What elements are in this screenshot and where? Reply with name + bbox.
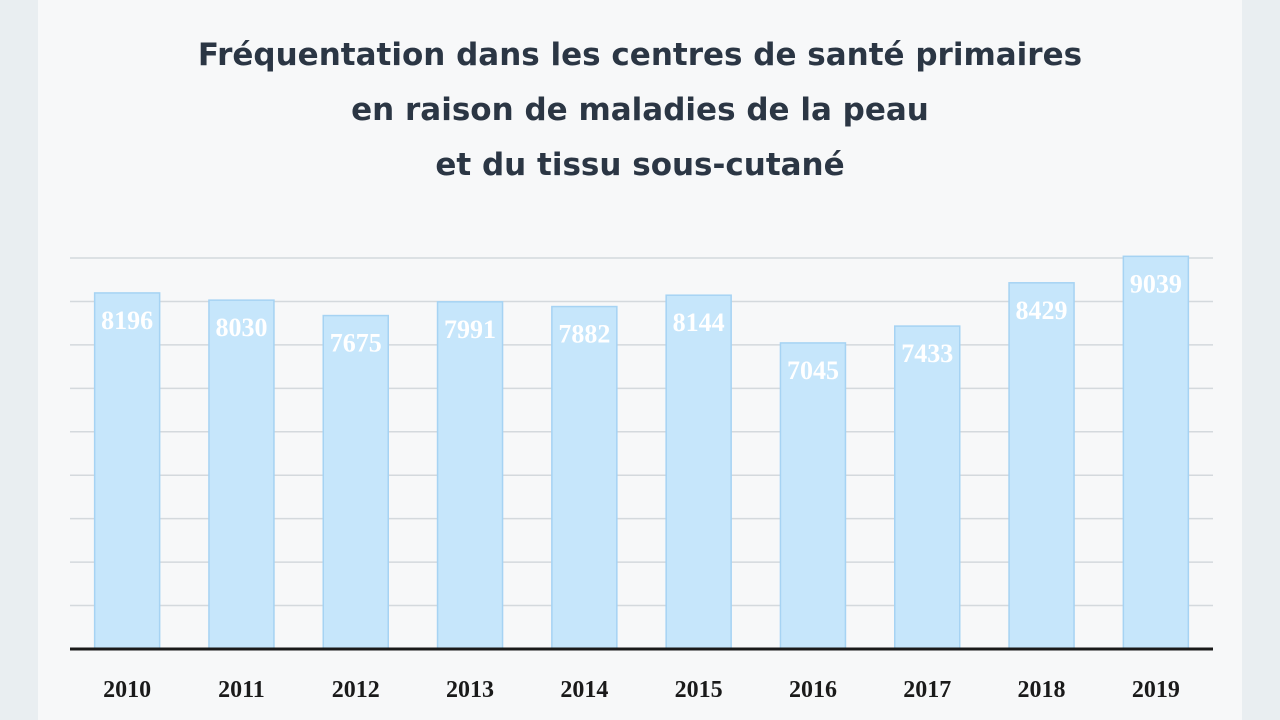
x-tick-label-2017: 2017 (903, 677, 951, 703)
x-tick-label-2018: 2018 (1018, 677, 1066, 703)
bar-2018 (1008, 282, 1075, 650)
chart-title-line-1: Fréquentation dans les centres de santé … (197, 37, 1083, 73)
bar-2014 (551, 305, 618, 650)
value-label-2016: 7045 (787, 356, 839, 385)
value-label-2017: 7433 (901, 339, 953, 368)
x-tick-label-2019: 2019 (1132, 677, 1180, 703)
x-tick-label-2016: 2016 (789, 677, 837, 703)
bar-2013 (436, 301, 504, 650)
x-tick-label-2011: 2011 (218, 677, 265, 703)
x-tick-label-2012: 2012 (332, 677, 380, 703)
x-tick-label-2015: 2015 (675, 677, 723, 703)
bars (93, 255, 1190, 650)
chart-title-line-2: en raison de maladies de la peau (351, 92, 929, 128)
value-label-2013: 7991 (444, 315, 496, 344)
x-tick-label-2013: 2013 (446, 677, 494, 703)
value-label-2010: 8196 (101, 306, 153, 335)
x-tick-label-2010: 2010 (103, 677, 151, 703)
chart-title: Fréquentation dans les centres de santé … (0, 28, 1280, 193)
value-label-2015: 8144 (673, 308, 725, 337)
x-tick-labels: 2010 2011 2012 2013 2014 2015 2016 2017 2018 2019 (103, 677, 1180, 703)
x-tick-label-2014: 2014 (560, 677, 608, 703)
value-label-2018: 8429 (1016, 296, 1068, 325)
value-label-2014: 7882 (558, 320, 610, 349)
bar-2012 (322, 314, 389, 650)
bar-2010 (93, 292, 161, 650)
bar-2015 (665, 294, 732, 650)
value-labels: 8196 8030 7675 7991 7882 8144 7045 7433 8429 9039 (101, 269, 1182, 385)
bar-2011 (208, 299, 275, 650)
value-label-2019: 9039 (1130, 269, 1182, 298)
chart-title-line-3: et du tissu sous-cutané (435, 147, 845, 183)
bar-2019 (1122, 255, 1190, 650)
value-label-2012: 7675 (330, 329, 382, 358)
bar-2016 (779, 342, 847, 650)
bar-2017 (894, 325, 961, 650)
value-label-2011: 8030 (215, 313, 267, 342)
